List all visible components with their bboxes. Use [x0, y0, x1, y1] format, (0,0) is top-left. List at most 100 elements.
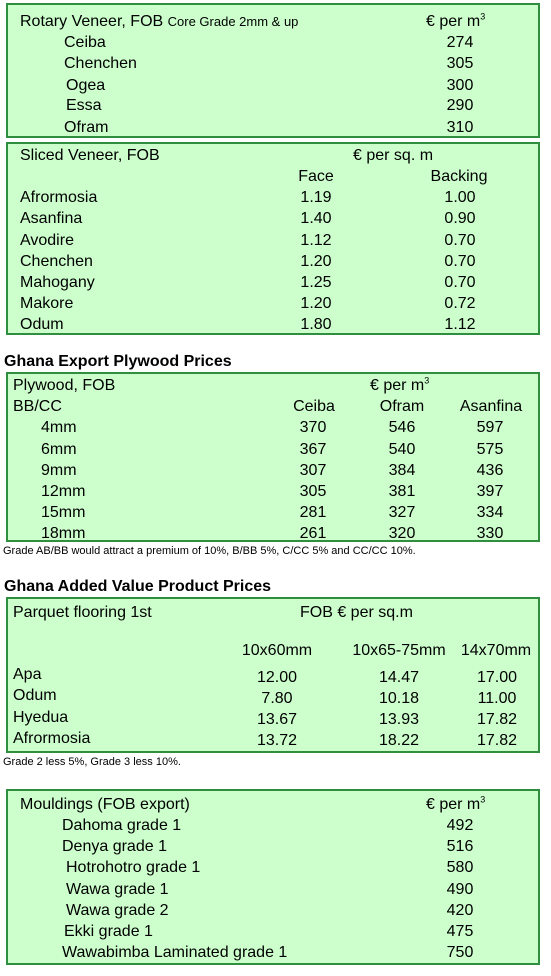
- sliced-backing: 1.12: [444, 316, 476, 333]
- plywood-size: 6mm: [41, 441, 77, 458]
- parquet-col: 14x70mm: [460, 642, 532, 659]
- rotary-veneer-table: Rotary Veneer, FOB Core Grade 2mm & up €…: [6, 3, 540, 138]
- plywood-cell: 546: [388, 419, 416, 436]
- mouldings-price: 750: [446, 944, 474, 961]
- plywood-size: 15mm: [41, 504, 86, 521]
- rotary-species: Ogea: [66, 77, 106, 94]
- plywood-cell: 540: [388, 441, 416, 458]
- mouldings-item: Wawabimba Laminated grade 1: [62, 944, 288, 961]
- parquet-cell: 17.82: [476, 711, 518, 728]
- sliced-species: Avodire: [20, 232, 74, 249]
- plywood-cell: 261: [299, 525, 327, 542]
- rotary-unit: € per m3: [426, 11, 486, 30]
- sliced-face: 1.20: [300, 253, 332, 270]
- parquet-cell: 17.00: [476, 669, 518, 686]
- plywood-cell: 370: [299, 419, 327, 436]
- rotary-species: Ceiba: [64, 34, 106, 51]
- sliced-species: Afrormosia: [20, 189, 98, 206]
- rotary-price: 310: [446, 119, 474, 136]
- rotary-price: 300: [446, 77, 474, 94]
- sliced-face: 1.12: [300, 232, 332, 249]
- plywood-grade: BB/CC: [13, 398, 62, 415]
- plywood-cell: 334: [476, 504, 504, 521]
- mouldings-price: 580: [446, 859, 474, 876]
- plywood-cell: 597: [476, 419, 504, 436]
- parquet-cell: 11.00: [477, 690, 517, 707]
- rotary-title: Rotary Veneer, FOB Core Grade 2mm & up: [20, 13, 299, 30]
- parquet-cell: 13.93: [378, 711, 420, 728]
- plywood-cell: 575: [476, 441, 504, 458]
- plywood-cell: 397: [476, 483, 504, 500]
- sliced-species: Mahogany: [20, 274, 95, 291]
- mouldings-item: Denya grade 1: [62, 838, 167, 855]
- mouldings-item: Hotrohotro grade 1: [66, 859, 201, 876]
- sliced-species: Makore: [20, 295, 74, 312]
- plywood-size: 18mm: [41, 525, 86, 542]
- parquet-cell: 7.80: [261, 690, 293, 707]
- parquet-cell: 14.47: [378, 669, 420, 686]
- mouldings-item: Wawa grade 1: [66, 881, 169, 898]
- mouldings-item: Wawa grade 2: [66, 902, 169, 919]
- sliced-unit: € per sq. m: [353, 147, 434, 164]
- rotary-species: Chenchen: [64, 55, 137, 72]
- parquet-cell: 17.82: [476, 732, 518, 749]
- plywood-size: 12mm: [41, 483, 86, 500]
- plywood-cell: 384: [388, 462, 416, 479]
- mouldings-price: 475: [446, 923, 474, 940]
- plywood-note: Grade AB/BB would attract a premium of 1…: [3, 545, 416, 557]
- parquet-species: Afrormosia: [13, 730, 91, 747]
- parquet-heading: Ghana Added Value Product Prices: [4, 578, 272, 595]
- mouldings-price: 490: [446, 881, 474, 898]
- sliced-veneer-table: Sliced Veneer, FOB € per sq. m Face Back…: [6, 142, 540, 335]
- mouldings-table: Mouldings (FOB export) € per m3 Dahoma g…: [6, 789, 540, 965]
- plywood-title: Plywood, FOB: [13, 377, 116, 394]
- plywood-cell: 307: [299, 462, 327, 479]
- parquet-species: Odum: [13, 687, 57, 704]
- mouldings-price: 516: [446, 838, 474, 855]
- sliced-face: 1.80: [300, 316, 332, 333]
- sliced-backing: 0.72: [444, 295, 476, 312]
- plywood-size: 4mm: [41, 419, 77, 436]
- rotary-price: 305: [446, 55, 474, 72]
- sliced-backing: 0.70: [444, 232, 476, 249]
- parquet-cell: 18.22: [378, 732, 420, 749]
- mouldings-price: 420: [446, 902, 474, 919]
- plywood-cell: 330: [476, 525, 504, 542]
- plywood-cell: 320: [388, 525, 416, 542]
- parquet-cell: 12.00: [256, 669, 298, 686]
- parquet-unit: FOB € per sq.m: [300, 604, 413, 621]
- parquet-cell: 13.67: [256, 711, 298, 728]
- sliced-face: 1.19: [300, 189, 332, 206]
- rotary-species: Essa: [66, 97, 102, 114]
- rotary-price: 290: [446, 97, 474, 114]
- plywood-cell: 436: [476, 462, 504, 479]
- sliced-backing: 0.90: [444, 210, 476, 227]
- plywood-cell: 381: [388, 483, 416, 500]
- rotary-price: 274: [446, 34, 474, 51]
- parquet-species: Hyedua: [13, 709, 69, 726]
- plywood-cell: 305: [299, 483, 327, 500]
- parquet-cell: 10.18: [378, 690, 420, 707]
- plywood-heading: Ghana Export Plywood Prices: [4, 353, 232, 370]
- sliced-face: 1.40: [300, 210, 332, 227]
- parquet-note: Grade 2 less 5%, Grade 3 less 10%.: [3, 756, 181, 768]
- parquet-species: Apa: [13, 666, 42, 683]
- parquet-col: 10x65-75mm: [352, 642, 446, 659]
- sliced-species: Chenchen: [20, 253, 93, 270]
- sliced-species: Odum: [20, 316, 64, 333]
- parquet-title: Parquet flooring 1st: [13, 604, 152, 621]
- mouldings-price: 492: [446, 817, 474, 834]
- mouldings-item: Dahoma grade 1: [62, 817, 182, 834]
- plywood-unit: € per m3: [370, 375, 430, 394]
- mouldings-title: Mouldings (FOB export): [20, 796, 190, 813]
- parquet-col: 10x60mm: [241, 642, 313, 659]
- sliced-col-backing: Backing: [430, 168, 488, 185]
- plywood-col: Ofram: [379, 398, 425, 415]
- sliced-face: 1.20: [300, 295, 332, 312]
- sliced-title: Sliced Veneer, FOB: [20, 147, 160, 164]
- plywood-col: Asanfina: [459, 398, 523, 415]
- parquet-table: Parquet flooring 1st FOB € per sq.m 10x6…: [6, 597, 540, 753]
- sliced-backing: 0.70: [444, 274, 476, 291]
- sliced-species: Asanfina: [20, 210, 83, 227]
- sliced-backing: 0.70: [444, 253, 476, 270]
